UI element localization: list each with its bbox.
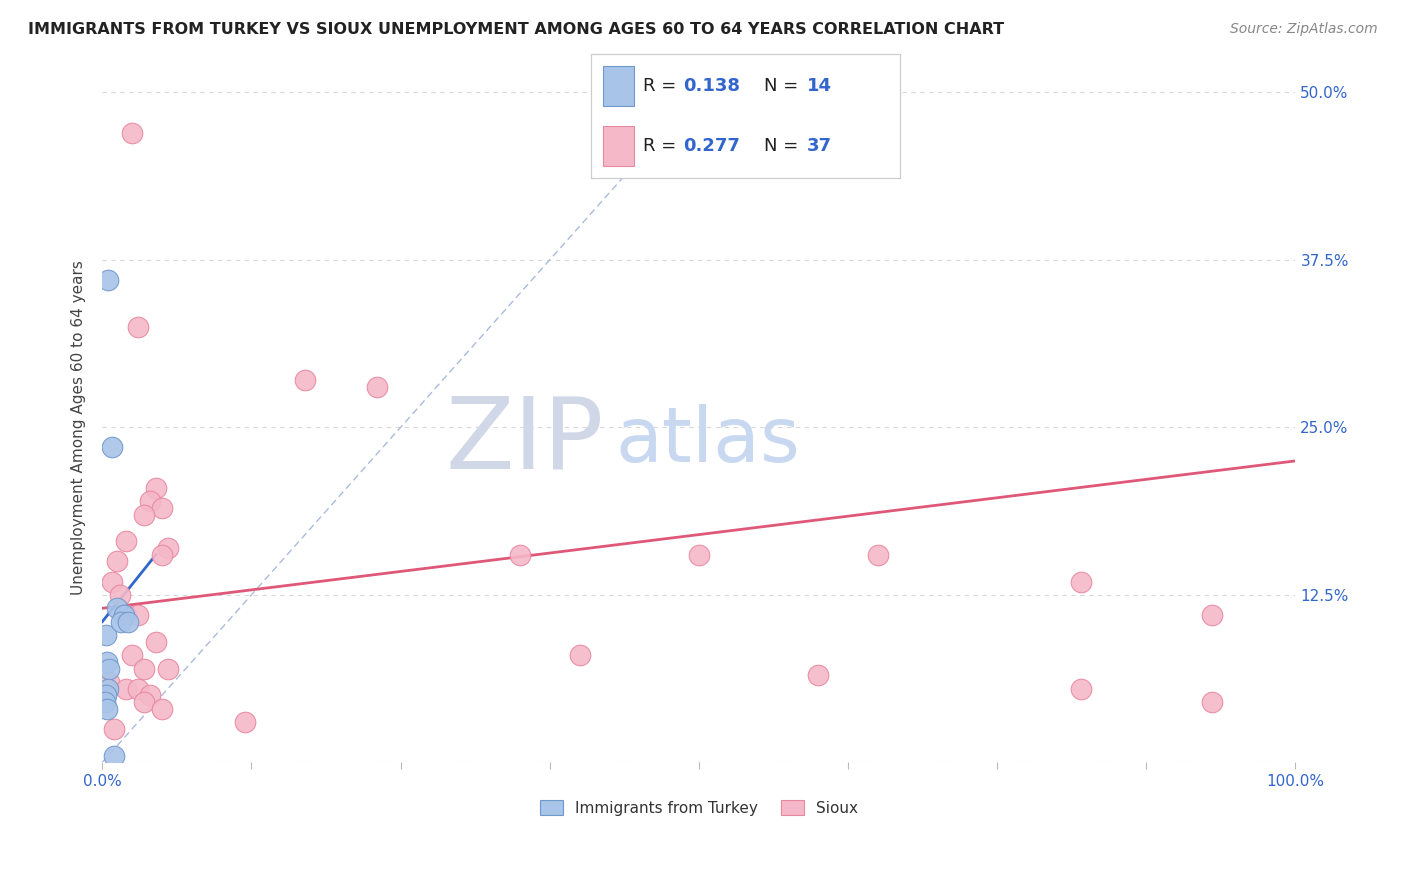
Point (98, 675, 121, 690)
Point (105, 601, 128, 615)
Text: N =: N = (763, 137, 804, 155)
Point (509, 548, 531, 562)
Point (115, 681, 138, 696)
Y-axis label: Unemployment Among Ages 60 to 64 years: Unemployment Among Ages 60 to 64 years (72, 260, 86, 595)
Bar (603, 66, 634, 106)
Point (100, 441, 122, 455)
Point (97, 273, 120, 287)
Point (150, 702, 173, 716)
Point (156, 541, 179, 555)
Point (132, 508, 155, 522)
Bar (603, 126, 634, 166)
Point (145, 481, 167, 495)
Legend: Immigrants from Turkey, Sioux: Immigrants from Turkey, Sioux (534, 794, 863, 822)
Point (121, 648, 143, 663)
Text: 0.277: 0.277 (683, 137, 740, 155)
Text: ZIP: ZIP (446, 392, 603, 490)
Point (1201, 695, 1223, 709)
Point (96, 702, 118, 716)
Point (94, 689, 117, 703)
Point (688, 548, 710, 562)
Point (139, 494, 162, 508)
Point (110, 615, 132, 629)
Point (98, 662, 121, 676)
Point (97, 681, 120, 696)
Point (96, 655, 118, 669)
Point (127, 607, 149, 622)
Point (132, 695, 155, 709)
Point (94, 628, 117, 642)
Point (1070, 574, 1092, 589)
Point (145, 635, 167, 649)
Point (139, 689, 162, 703)
Point (1070, 681, 1092, 696)
Point (105, 554, 128, 568)
Text: R =: R = (643, 137, 682, 155)
Point (150, 500, 173, 515)
Point (866, 548, 889, 562)
Text: Source: ZipAtlas.com: Source: ZipAtlas.com (1230, 22, 1378, 37)
Point (103, 722, 125, 736)
Point (156, 662, 179, 676)
Point (121, 126, 143, 140)
Point (568, 648, 591, 663)
Text: atlas: atlas (616, 404, 800, 478)
Point (117, 615, 139, 629)
Point (127, 319, 149, 334)
Point (115, 607, 138, 622)
Point (93, 695, 115, 709)
Text: N =: N = (763, 77, 804, 95)
Point (132, 662, 155, 676)
Point (103, 748, 125, 763)
Point (100, 574, 122, 589)
Point (150, 548, 173, 562)
Point (294, 374, 316, 388)
Text: 0.138: 0.138 (683, 77, 741, 95)
Text: R =: R = (643, 77, 682, 95)
Text: 37: 37 (807, 137, 832, 155)
Point (127, 681, 149, 696)
Point (807, 668, 830, 682)
Point (235, 715, 257, 730)
Point (108, 588, 131, 602)
Point (1201, 607, 1223, 622)
Text: IMMIGRANTS FROM TURKEY VS SIOUX UNEMPLOYMENT AMONG AGES 60 TO 64 YEARS CORRELATI: IMMIGRANTS FROM TURKEY VS SIOUX UNEMPLOY… (28, 22, 1004, 37)
Text: 14: 14 (807, 77, 832, 95)
Point (115, 534, 138, 549)
Point (112, 607, 135, 622)
Point (366, 380, 388, 394)
